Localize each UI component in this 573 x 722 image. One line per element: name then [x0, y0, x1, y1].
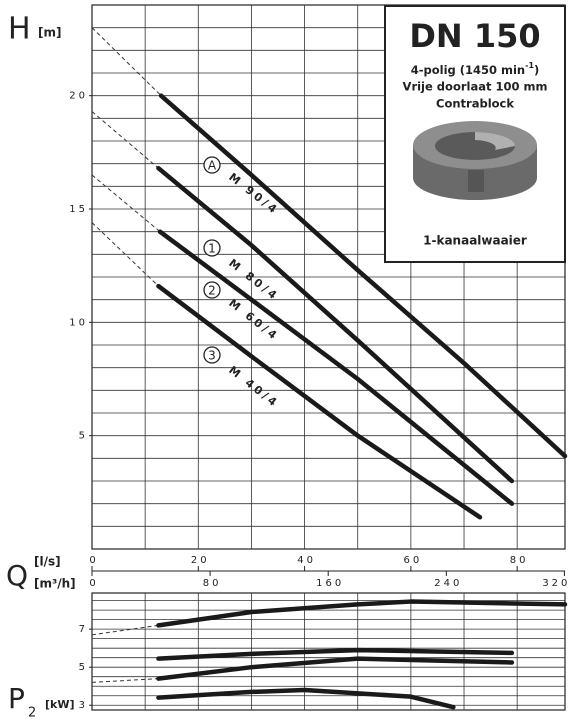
info-text: )	[534, 63, 539, 77]
h-axis-unit: [m]	[38, 26, 61, 40]
x-tick-label: 60	[404, 555, 423, 566]
y-tick-label: 3	[79, 700, 88, 711]
h-axis-label: H	[8, 12, 31, 47]
p-axis-sub: 2	[28, 706, 36, 721]
y-tick-label: 5	[79, 662, 88, 673]
curve	[156, 647, 515, 661]
curve-marker: A	[208, 159, 217, 173]
x2-tick-label: 80	[203, 578, 222, 589]
info-line: 4-polig (1450 min-1)	[411, 61, 540, 77]
curve-marker: 3	[208, 349, 216, 363]
info-line: Contrablock	[436, 97, 514, 111]
q2-axis-unit: [m³/h]	[34, 577, 76, 591]
p-axis-label: P	[8, 682, 25, 715]
y-tick-label: 10	[69, 317, 88, 328]
info-caption: 1-kanaalwaaier	[423, 234, 527, 248]
info-title: DN 150	[409, 17, 540, 55]
x-tick-label: 80	[510, 555, 529, 566]
x-tick-label: 40	[297, 555, 316, 566]
p-axis-unit: [kW]	[45, 698, 75, 711]
y-tick-label: 5	[79, 431, 88, 442]
y-tick-label: 15	[69, 204, 88, 215]
curve-extension	[91, 174, 161, 233]
curve-marker-ring	[203, 239, 221, 257]
curve-marker-ring	[203, 346, 221, 364]
curve	[156, 656, 515, 681]
x2-tick-label: 0	[89, 578, 98, 589]
curve-marker: 2	[208, 284, 216, 298]
curve	[156, 165, 515, 484]
curve	[156, 283, 483, 520]
curve	[157, 229, 515, 506]
curve-marker-ring	[203, 156, 221, 174]
curve-marker-ring	[203, 281, 221, 299]
y-tick-label: 7	[79, 624, 88, 635]
curve	[156, 687, 456, 710]
x-tick-label: 0	[89, 555, 98, 566]
x2-tick-label: 320	[542, 578, 570, 589]
info-text: 4-polig (1450 min	[411, 63, 525, 77]
info-sup: -1	[525, 61, 534, 70]
y-tick-label: 20	[69, 91, 88, 102]
curve-extension	[91, 111, 159, 169]
x2-tick-label: 240	[434, 578, 462, 589]
q-axis-unit: [l/s]	[34, 555, 61, 569]
curve	[156, 599, 568, 628]
curve-layer: AM 90/41M 80/42M 60/43M 40/4	[91, 27, 568, 710]
curve-marker: 1	[208, 242, 216, 256]
q-axis-label: Q	[6, 559, 28, 592]
x2-tick-label: 160	[316, 578, 344, 589]
curve-extension	[91, 27, 162, 97]
info-line: Vrije doorlaat 100 mm	[403, 80, 548, 94]
info-box: DN 150 4-polig (1450 min-1) Vrije doorla…	[384, 5, 566, 263]
impeller-icon	[413, 121, 537, 200]
curve-extension	[91, 222, 159, 287]
curve	[158, 93, 568, 459]
x-tick-label: 20	[191, 555, 210, 566]
